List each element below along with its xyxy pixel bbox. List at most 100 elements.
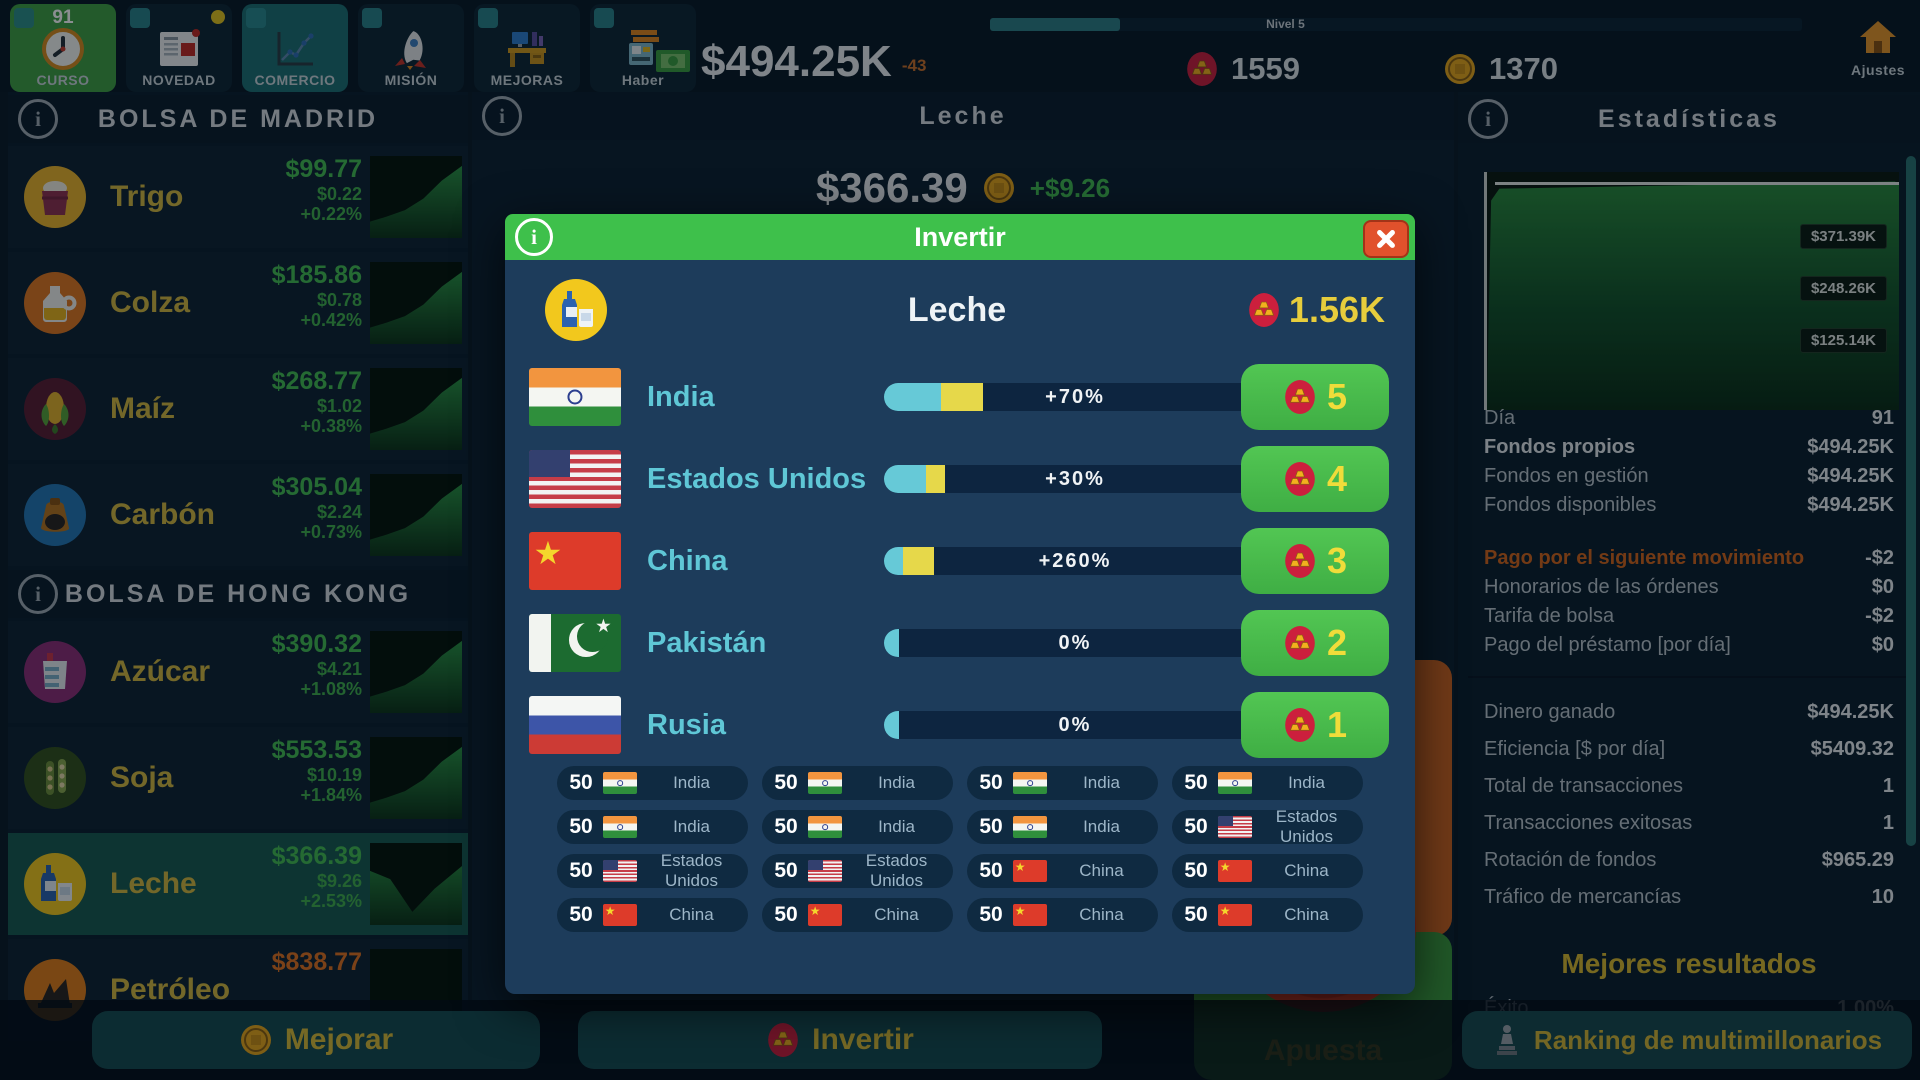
stat-label: Fondos disponibles bbox=[1484, 494, 1657, 516]
nav-tile-mision[interactable]: MISIÓN bbox=[358, 4, 464, 92]
stat-value: $0 bbox=[1871, 576, 1894, 598]
nav-tile-mejoras[interactable]: MEJORAS bbox=[474, 4, 580, 92]
scrollbar[interactable] bbox=[1906, 156, 1916, 846]
info-icon[interactable]: i bbox=[18, 99, 58, 139]
nav-badge bbox=[14, 8, 34, 28]
investment-chip-china[interactable]: 50 ★ China bbox=[557, 898, 748, 932]
info-icon[interactable]: i bbox=[18, 574, 58, 614]
gold-ingot-icon bbox=[1283, 538, 1317, 584]
country-growth-pct: +260% bbox=[1038, 549, 1112, 572]
investment-chip-india[interactable]: 50 India bbox=[557, 810, 748, 844]
money-icon bbox=[655, 38, 691, 84]
commodity-row-carbón[interactable]: Carbón $305.04 $2.24 +0.73% bbox=[8, 464, 468, 566]
country-progress-bar: 0% bbox=[884, 629, 1266, 657]
coin-icon bbox=[239, 1017, 273, 1063]
commodity-detail-title: Leche bbox=[919, 101, 1007, 130]
commodity-row-azúcar[interactable]: Azúcar $390.32 $4.21 +1.08% bbox=[8, 621, 468, 723]
investment-chip-china[interactable]: 50 ★ China bbox=[1172, 854, 1363, 888]
commodity-row-colza[interactable]: Colza $185.86 $0.78 +0.42% bbox=[8, 252, 468, 354]
chip-amount: 50 bbox=[569, 771, 593, 794]
info-icon[interactable]: i bbox=[482, 96, 522, 136]
chip-amount: 50 bbox=[1184, 903, 1208, 926]
info-icon[interactable]: i bbox=[515, 218, 553, 256]
country-progress-bar: +70% bbox=[884, 383, 1266, 411]
stat-row: Fondos disponibles $494.25K bbox=[1458, 491, 1920, 520]
nav-tile-label: MEJORAS bbox=[490, 72, 564, 88]
nav-tile-curso[interactable]: 91 CURSO bbox=[10, 4, 116, 92]
chip-amount: 50 bbox=[979, 815, 1003, 838]
flag-china: ★ bbox=[808, 904, 842, 926]
nav-tile-novedad[interactable]: NOVEDAD bbox=[126, 4, 232, 92]
coal-icon bbox=[22, 482, 88, 548]
investment-chip-china[interactable]: 50 ★ China bbox=[967, 854, 1158, 888]
invest-country-button-usa[interactable]: 4 bbox=[1241, 446, 1389, 512]
commodity-row-soja[interactable]: Soja $553.53 $10.19 +1.84% bbox=[8, 727, 468, 829]
nav-tile-comercio[interactable]: COMERCIO bbox=[242, 4, 348, 92]
investment-chip-china[interactable]: 50 ★ China bbox=[1172, 898, 1363, 932]
investment-chip-usa[interactable]: 50 Estados Unidos bbox=[557, 851, 748, 890]
investment-chip-india[interactable]: 50 India bbox=[967, 766, 1158, 800]
invest-modal-header: i Invertir bbox=[505, 214, 1415, 260]
coin-count: 1370 bbox=[1489, 51, 1558, 86]
commodity-prices: $305.04 $2.24 +0.73% bbox=[272, 473, 362, 543]
stats-funds-block: Día 91 Fondos propios $494.25K Fondos en… bbox=[1458, 404, 1920, 520]
country-name: China bbox=[647, 544, 728, 577]
invest-level: 2 bbox=[1326, 622, 1348, 663]
invest-country-button-russia[interactable]: 1 bbox=[1241, 692, 1389, 758]
stat-label: Pago por el siguiente movimiento bbox=[1484, 547, 1805, 569]
mini-price-chart bbox=[370, 737, 462, 819]
stat-value: $494.25K bbox=[1807, 465, 1894, 487]
investment-chip-china[interactable]: 50 ★ China bbox=[967, 898, 1158, 932]
invest-country-button-china[interactable]: 3 bbox=[1241, 528, 1389, 594]
chip-amount: 50 bbox=[774, 903, 798, 926]
invest-button[interactable]: Invertir bbox=[578, 1011, 1102, 1069]
stat-value: $494.25K bbox=[1807, 436, 1894, 458]
investment-chip-india[interactable]: 50 India bbox=[762, 766, 953, 800]
stat-value: 10 bbox=[1871, 886, 1894, 908]
flag-india bbox=[1013, 772, 1047, 794]
desk-icon bbox=[504, 26, 550, 72]
stat-row: Tarifa de bolsa -$2 bbox=[1458, 602, 1920, 631]
commodity-price: $838.77 bbox=[271, 948, 362, 976]
stat-value: 1 bbox=[1882, 775, 1894, 797]
country-name: India bbox=[647, 380, 715, 413]
commodity-row-maíz[interactable]: Maíz $268.77 $1.02 +0.38% bbox=[8, 358, 468, 460]
investment-chip-usa[interactable]: 50 Estados Unidos bbox=[1172, 807, 1363, 846]
settings-button[interactable]: Ajustes bbox=[1844, 5, 1912, 87]
info-icon[interactable]: i bbox=[1468, 99, 1508, 139]
commodity-row-leche[interactable]: Leche $366.39 $9.26 +2.53% bbox=[8, 833, 468, 935]
stat-row: Eficiencia [$ por día] $5409.32 bbox=[1458, 731, 1920, 768]
stat-row: Rotación de fondos $965.29 bbox=[1458, 842, 1920, 879]
gold-ingot-icon bbox=[1283, 374, 1317, 420]
upgrade-button[interactable]: Mejorar bbox=[92, 1011, 540, 1069]
chip-amount: 50 bbox=[774, 815, 798, 838]
investment-chip-india[interactable]: 50 India bbox=[1172, 766, 1363, 800]
invest-level: 5 bbox=[1326, 376, 1348, 417]
ranking-button[interactable]: Ranking de multimillonarios bbox=[1462, 1011, 1912, 1069]
chip-country: China bbox=[874, 905, 919, 924]
commodity-change: $0.22 bbox=[316, 183, 362, 204]
investment-chip-india[interactable]: 50 India bbox=[557, 766, 748, 800]
nav-badge bbox=[594, 8, 614, 28]
money-delta: -43 bbox=[901, 56, 927, 75]
invest-country-button-india[interactable]: 5 bbox=[1241, 364, 1389, 430]
chip-amount: 50 bbox=[774, 771, 798, 794]
rapeseed-icon bbox=[22, 270, 88, 336]
country-growth-pct: 0% bbox=[1058, 713, 1092, 736]
close-icon[interactable] bbox=[1363, 220, 1409, 258]
commodity-prices: $366.39 $9.26 +2.53% bbox=[272, 842, 362, 912]
country-growth-pct: +70% bbox=[1045, 385, 1105, 408]
investment-chip-india[interactable]: 50 India bbox=[762, 810, 953, 844]
exchange-title: BOLSA DE HONG KONG bbox=[64, 579, 412, 608]
invest-cost-value: 1.56K bbox=[1288, 289, 1385, 330]
commodity-row-trigo[interactable]: Trigo $99.77 $0.22 +0.22% bbox=[8, 146, 468, 248]
investment-chip-usa[interactable]: 50 Estados Unidos bbox=[762, 851, 953, 890]
invest-country-button-pakistan[interactable]: 2 bbox=[1241, 610, 1389, 676]
investment-chip-india[interactable]: 50 India bbox=[967, 810, 1158, 844]
nav-tile-haber[interactable]: Haber bbox=[590, 4, 696, 92]
stat-value: $494.25K bbox=[1807, 494, 1894, 516]
country-row-india: India +70% 5 bbox=[529, 362, 1389, 432]
country-row-china: ★ China +260% 3 bbox=[529, 526, 1389, 596]
investment-chip-china[interactable]: 50 ★ China bbox=[762, 898, 953, 932]
